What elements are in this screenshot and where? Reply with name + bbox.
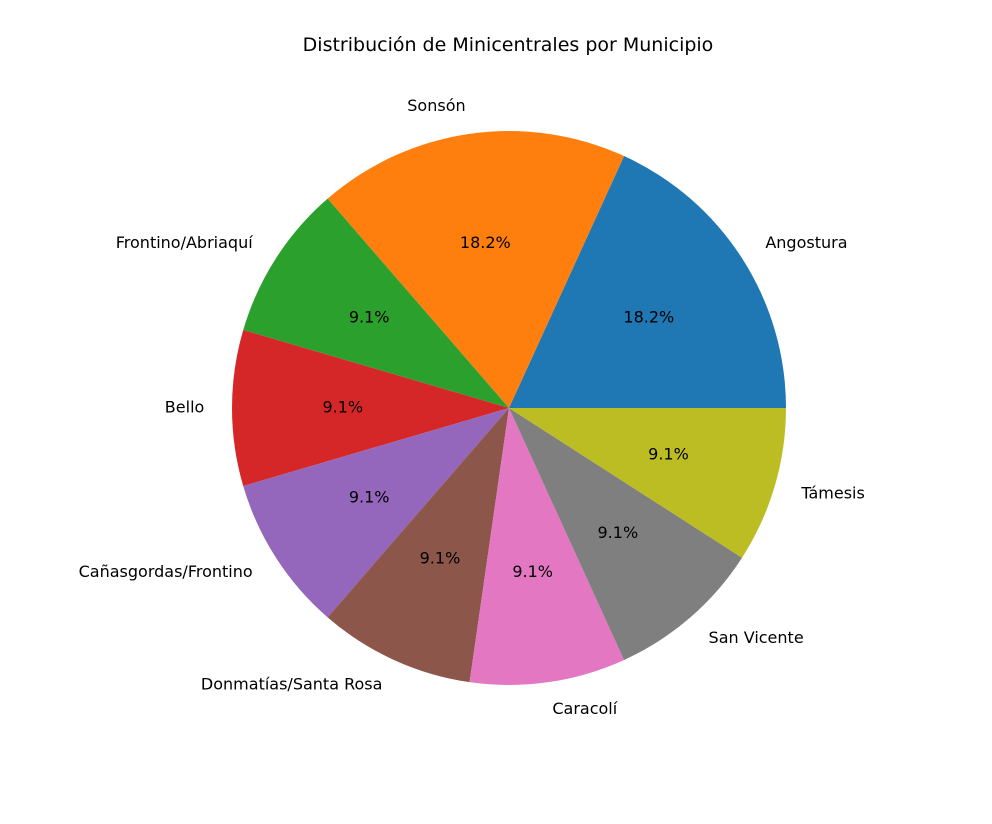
pie-slice-san-vicente: [509, 408, 743, 660]
pct-label-canasgordas-frontino: 9.1%: [349, 487, 390, 506]
pct-label-bello: 9.1%: [322, 398, 363, 417]
pie-slice-caracoli: [469, 408, 625, 685]
pie-slice-tamesis: [509, 408, 787, 558]
slice-label-tamesis: Támesis: [800, 483, 864, 502]
pct-label-san-vicente: 9.1%: [598, 523, 639, 542]
slice-label-donmatias-santa-rosa: Donmatías/Santa Rosa: [201, 675, 382, 694]
slice-label-caracoli: Caracolí: [552, 699, 617, 718]
pie-labels: Angostura 18.2% Sonsón 18.2% Frontino/Abriaq…: [79, 96, 865, 718]
pie-slice-bello: [231, 329, 510, 487]
slice-label-sonson: Sonsón: [407, 96, 465, 115]
pct-label-caracoli: 9.1%: [512, 562, 553, 581]
pct-label-frontino-abriaqui: 9.1%: [349, 308, 390, 327]
pct-label-donmatias-santa-rosa: 9.1%: [420, 549, 461, 568]
pie-slice-frontino-abriaqui: [243, 198, 509, 408]
pct-label-tamesis: 9.1%: [648, 444, 689, 463]
slice-label-angostura: Angostura: [765, 233, 847, 252]
slice-label-canasgordas-frontino: Cañasgordas/Frontino: [79, 562, 253, 581]
pie-slice-canasgordas-frontino: [243, 408, 509, 618]
pct-label-angostura: 18.2%: [623, 308, 674, 327]
pct-label-sonson: 18.2%: [460, 233, 511, 252]
pie-slice-angostura: [509, 156, 786, 408]
chart-title: Distribución de Minicentrales por Munici…: [303, 34, 714, 56]
pie-slice-donmatias-santa-rosa: [327, 408, 509, 683]
slice-label-frontino-abriaqui: Frontino/Abriaquí: [116, 233, 253, 252]
pie-slice-sonson: [327, 130, 625, 408]
slice-label-bello: Bello: [165, 398, 205, 417]
slice-label-san-vicente: San Vicente: [709, 628, 804, 647]
pie-slices: [231, 130, 787, 685]
